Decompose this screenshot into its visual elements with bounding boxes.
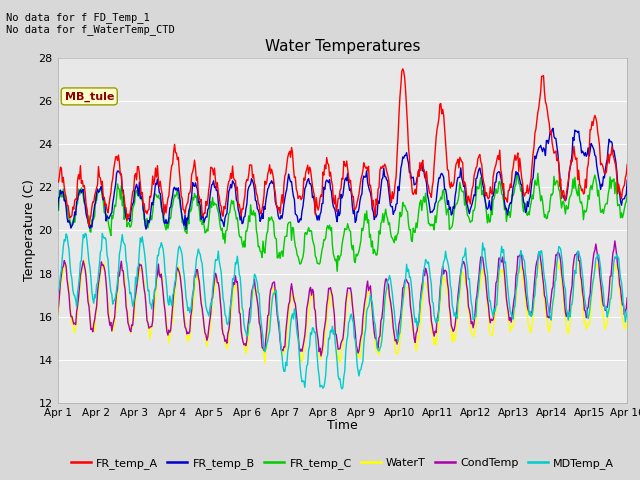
Text: MB_tule: MB_tule bbox=[65, 91, 114, 102]
X-axis label: Time: Time bbox=[327, 420, 358, 432]
Legend: FR_temp_A, FR_temp_B, FR_temp_C, WaterT, CondTemp, MDTemp_A: FR_temp_A, FR_temp_B, FR_temp_C, WaterT,… bbox=[67, 454, 618, 473]
Title: Water Temperatures: Water Temperatures bbox=[265, 39, 420, 54]
Y-axis label: Temperature (C): Temperature (C) bbox=[22, 180, 36, 281]
Text: No data for f FD_Temp_1: No data for f FD_Temp_1 bbox=[6, 12, 150, 23]
Text: No data for f_WaterTemp_CTD: No data for f_WaterTemp_CTD bbox=[6, 24, 175, 35]
